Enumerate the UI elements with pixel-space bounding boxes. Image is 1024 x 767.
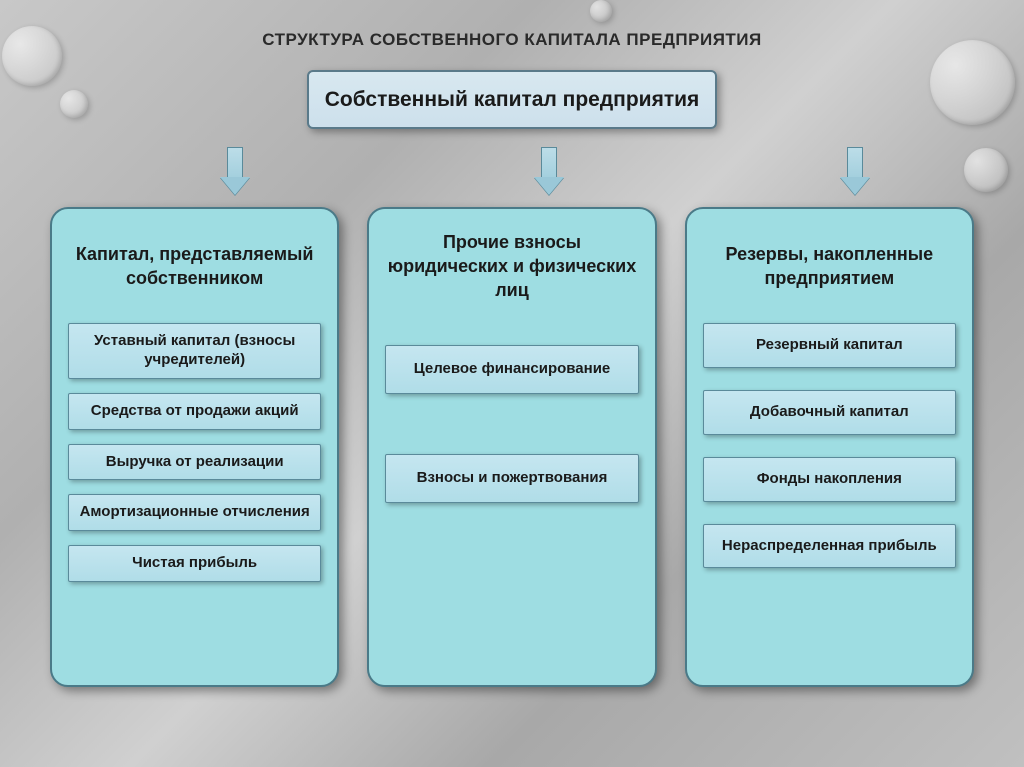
list-item: Взносы и пожертвования [385,454,638,503]
column-title: Прочие взносы юридических и физических л… [385,227,638,305]
root-node: Собственный капитал предприятия [307,70,717,129]
list-item: Уставный капитал (взносы учредителей) [68,323,321,379]
list-item: Фонды накопления [703,457,956,502]
column: Резервы, накопленные предприятием Резервн… [685,207,974,687]
list-item: Средства от продажи акций [68,393,321,430]
decorative-bubble [60,90,88,118]
page-title: СТРУКТУРА СОБСТВЕННОГО КАПИТАЛА ПРЕДПРИЯ… [40,30,984,50]
list-item: Амортизационные отчисления [68,494,321,531]
list-item: Добавочный капитал [703,390,956,435]
decorative-bubble [590,0,612,22]
column-title: Капитал, представляемый собственником [68,227,321,305]
column: Капитал, представляемый собственником Уст… [50,207,339,687]
columns-row: Капитал, представляемый собственником Уст… [40,207,984,687]
slide-container: СТРУКТУРА СОБСТВЕННОГО КАПИТАЛА ПРЕДПРИЯ… [0,0,1024,767]
down-arrow-icon [840,147,870,197]
list-item: Целевое финансирование [385,345,638,394]
list-item: Выручка от реализации [68,444,321,481]
list-item: Нераспределенная прибыль [703,524,956,569]
items-wrap: Целевое финансирование Взносы и пожертвов… [385,345,638,503]
decorative-bubble [930,40,1015,125]
column: Прочие взносы юридических и физических л… [367,207,656,687]
column-title: Резервы, накопленные предприятием [703,227,956,305]
down-arrow-icon [220,147,250,197]
list-item: Резервный капитал [703,323,956,368]
items-wrap: Уставный капитал (взносы учредителей) Сре… [68,323,321,582]
decorative-bubble [2,26,62,86]
down-arrow-icon [534,147,564,197]
arrows-row [40,147,984,207]
items-wrap: Резервный капитал Добавочный капитал Фонды… [703,323,956,568]
decorative-bubble [964,148,1008,192]
list-item: Чистая прибыль [68,545,321,582]
